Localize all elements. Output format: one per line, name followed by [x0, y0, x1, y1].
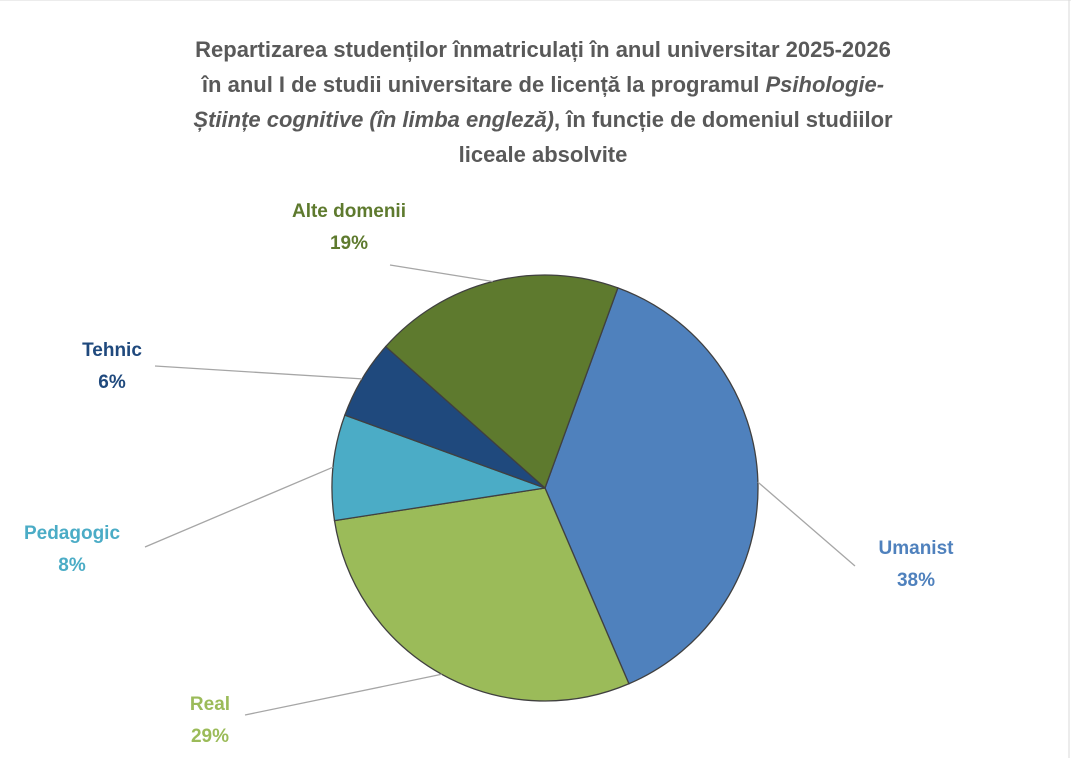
data-label-category: Pedagogic: [24, 523, 121, 544]
data-label-value: 38%: [897, 570, 935, 591]
data-label-value: 19%: [330, 233, 368, 254]
data-label-category: Alte domenii: [292, 201, 406, 222]
chart-title: Repartizarea studenților înmatriculați î…: [193, 37, 893, 167]
leader-line: [757, 481, 856, 567]
pie-slice-alte-domenii: [384, 274, 619, 490]
leader-line: [389, 264, 493, 283]
pie-slice-umanist: [544, 287, 759, 685]
chart-title-line: liceale absolvite: [459, 142, 628, 167]
data-label-value: 8%: [58, 555, 86, 576]
data-label-value: 29%: [191, 726, 229, 747]
leader-line: [144, 466, 334, 548]
chart-title-line: Științe cognitive (în limba engleză), în…: [193, 107, 893, 132]
data-label-category: Umanist: [879, 538, 955, 559]
chart-title-line: în anul I de studii universitare de lice…: [201, 72, 884, 97]
data-label-category: Real: [190, 694, 230, 715]
leader-line: [244, 673, 442, 716]
data-label-value: 6%: [98, 372, 126, 393]
chart-title-line: Repartizarea studenților înmatriculați î…: [195, 37, 891, 62]
leader-line: [154, 365, 363, 380]
data-labels: Umanist 38% Real 29% Pedagogic 8% Tehnic 6% Alte…: [24, 201, 954, 747]
pie-slice-real: [333, 487, 630, 702]
data-label-category: Tehnic: [82, 340, 142, 361]
pie-slice-pedagogic: [331, 414, 546, 522]
leader-lines: [144, 264, 856, 716]
pie-slices: [331, 274, 759, 702]
